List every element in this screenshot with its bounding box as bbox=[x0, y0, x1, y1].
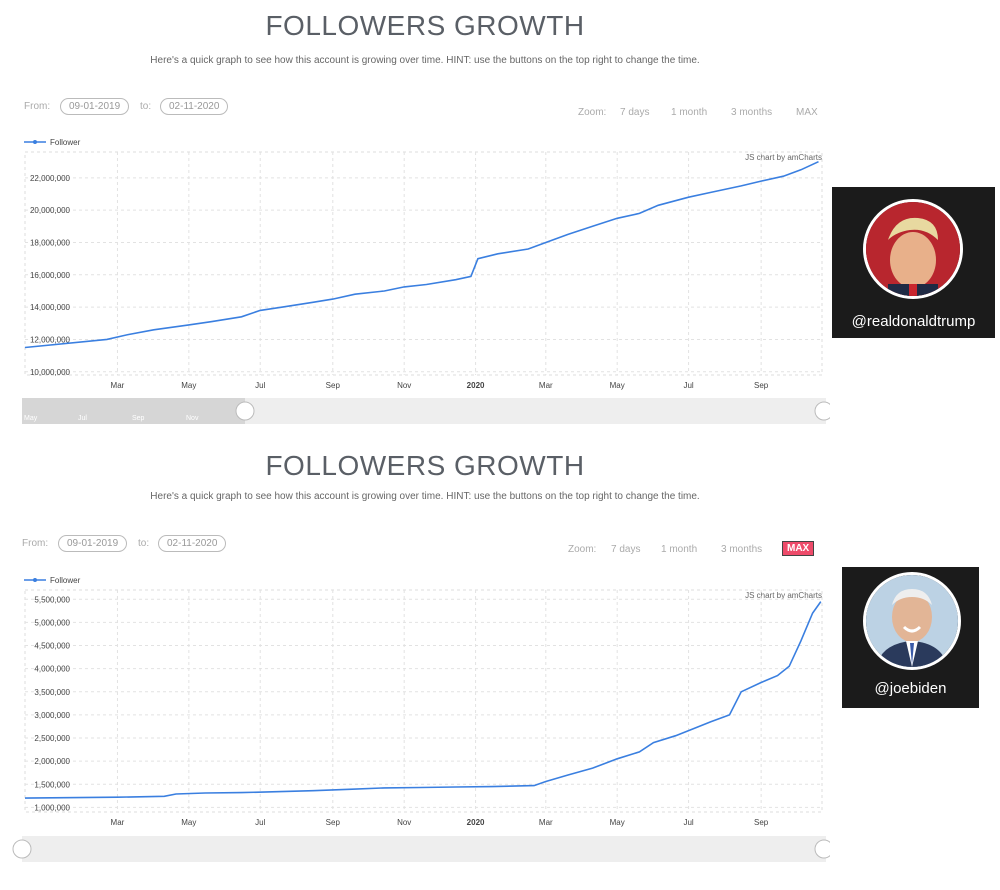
y-tick-label: 5,500,000 bbox=[34, 595, 70, 604]
y-tick-label: 10,000,000 bbox=[30, 368, 71, 377]
y-tick-label: 4,500,000 bbox=[34, 642, 70, 651]
from-label: From: bbox=[22, 538, 49, 549]
x-tick-label: Mar bbox=[111, 818, 125, 827]
zoom-label: Zoom: bbox=[578, 107, 607, 118]
zoom-max-button[interactable]: MAX bbox=[782, 541, 815, 556]
zoom-7-days-button[interactable]: 7 days bbox=[611, 544, 641, 555]
from-label: From: bbox=[24, 101, 51, 112]
to-date-input[interactable]: 02-11-2020 bbox=[160, 98, 229, 115]
scrollbar-handle-right[interactable] bbox=[814, 401, 830, 421]
y-tick-label: 22,000,000 bbox=[30, 174, 71, 183]
zoom-1-month-button[interactable]: 1 month bbox=[661, 544, 698, 555]
avatar bbox=[863, 572, 961, 670]
x-tick-label: Jul bbox=[255, 818, 265, 827]
x-tick-label: Jul bbox=[683, 818, 693, 827]
scrollbar-selection bbox=[22, 398, 245, 424]
zoom-label: Zoom: bbox=[568, 544, 597, 555]
y-tick-label: 14,000,000 bbox=[30, 303, 71, 312]
legend-label: Follower bbox=[50, 138, 81, 147]
scrollbar-label: Sep bbox=[132, 415, 145, 422]
from-date-input[interactable]: 09-01-2019 bbox=[60, 98, 130, 115]
follower-line-chart: Follower JS chart by amCharts 1,000,000 1,5… bbox=[12, 576, 830, 862]
to-date-input[interactable]: 02-11-2020 bbox=[158, 535, 227, 552]
zoom-3-months-button[interactable]: 3 months bbox=[721, 544, 763, 555]
x-tick-label: Sep bbox=[754, 818, 769, 827]
x-tick-label: Mar bbox=[111, 381, 125, 390]
time-scrollbar: May Jul Sep Nov bbox=[22, 398, 830, 424]
to-label: to: bbox=[140, 101, 152, 112]
y-tick-label: 12,000,000 bbox=[30, 335, 71, 344]
follower-line-chart: Follower JS chart by amCharts 10,000,000 12… bbox=[22, 138, 830, 424]
zoom-max-button[interactable]: MAX bbox=[796, 107, 818, 118]
zoom-7-days-button[interactable]: 7 days bbox=[620, 107, 650, 118]
y-tick-label: 2,000,000 bbox=[34, 757, 70, 766]
legend-marker bbox=[33, 578, 37, 582]
series-line-follower bbox=[24, 601, 822, 799]
series-line-follower bbox=[24, 160, 819, 349]
y-tick-label: 20,000,000 bbox=[30, 206, 71, 215]
y-tick-label: 4,000,000 bbox=[34, 665, 70, 674]
avatar-card: @realdonaldtrump bbox=[832, 187, 995, 338]
x-tick-label: 2020 bbox=[467, 381, 485, 390]
x-tick-label: Jul bbox=[683, 381, 693, 390]
panel-title: FOLLOWERS GROWTH bbox=[265, 10, 585, 41]
x-tick-label: Sep bbox=[326, 381, 341, 390]
scrollbar-track bbox=[22, 836, 826, 862]
scrollbar-handle-right[interactable] bbox=[814, 839, 830, 859]
scrollbar-handle-left[interactable] bbox=[235, 401, 255, 421]
panel-subtitle: Here's a quick graph to see how this acc… bbox=[150, 491, 700, 502]
x-tick-label: Mar bbox=[539, 381, 553, 390]
x-tick-label: Sep bbox=[326, 818, 341, 827]
from-date-input[interactable]: 09-01-2019 bbox=[58, 535, 128, 552]
zoom-3-months-button[interactable]: 3 months bbox=[731, 107, 773, 118]
x-tick-label: May bbox=[610, 381, 625, 390]
x-tick-label: May bbox=[610, 818, 625, 827]
y-tick-label: 1,500,000 bbox=[34, 780, 70, 789]
plot-border bbox=[24, 151, 823, 376]
y-tick-label: 2,500,000 bbox=[34, 734, 70, 743]
y-tick-label: 3,000,000 bbox=[34, 711, 70, 720]
x-tick-label: Sep bbox=[754, 381, 769, 390]
plot-border bbox=[24, 589, 823, 813]
zoom-1-month-button[interactable]: 1 month bbox=[671, 107, 708, 118]
legend-label: Follower bbox=[50, 576, 81, 585]
y-tick-label: 3,500,000 bbox=[34, 688, 70, 697]
x-tick-label: Nov bbox=[397, 381, 411, 390]
avatar bbox=[863, 199, 963, 299]
to-label: to: bbox=[138, 538, 150, 549]
chart-legend: Follower bbox=[24, 138, 81, 147]
scrollbar-handle-left[interactable] bbox=[12, 839, 32, 859]
followers-panel-biden: FOLLOWERS GROWTH Here's a quick graph to… bbox=[0, 440, 1000, 880]
followers-panel-trump: FOLLOWERS GROWTH Here's a quick graph to… bbox=[0, 0, 1000, 440]
x-tick-label: Nov bbox=[397, 818, 411, 827]
time-scrollbar bbox=[12, 836, 830, 862]
scrollbar-label: Jul bbox=[78, 415, 87, 422]
chart-credit: JS chart by amCharts bbox=[745, 153, 822, 162]
y-tick-label: 5,000,000 bbox=[34, 618, 70, 627]
x-tick-label: Mar bbox=[539, 818, 553, 827]
x-tick-label: May bbox=[181, 381, 196, 390]
x-tick-label: Jul bbox=[255, 381, 265, 390]
y-tick-label: 1,000,000 bbox=[34, 803, 70, 812]
avatar-handle: @realdonaldtrump bbox=[851, 313, 976, 330]
y-tick-label: 18,000,000 bbox=[30, 238, 71, 247]
scrollbar-label: May bbox=[24, 415, 38, 422]
panel-title: FOLLOWERS GROWTH bbox=[265, 450, 585, 481]
chart-legend: Follower bbox=[24, 576, 81, 585]
chart-credit: JS chart by amCharts bbox=[745, 591, 822, 600]
scrollbar-label: Nov bbox=[186, 415, 199, 422]
avatar-handle: @joebiden bbox=[874, 680, 947, 697]
x-tick-label: May bbox=[181, 818, 196, 827]
y-tick-label: 16,000,000 bbox=[30, 271, 71, 280]
panel-subtitle: Here's a quick graph to see how this acc… bbox=[150, 55, 700, 66]
avatar-card: @joebiden bbox=[842, 567, 979, 708]
x-tick-label: 2020 bbox=[467, 818, 485, 827]
legend-marker bbox=[33, 140, 37, 144]
